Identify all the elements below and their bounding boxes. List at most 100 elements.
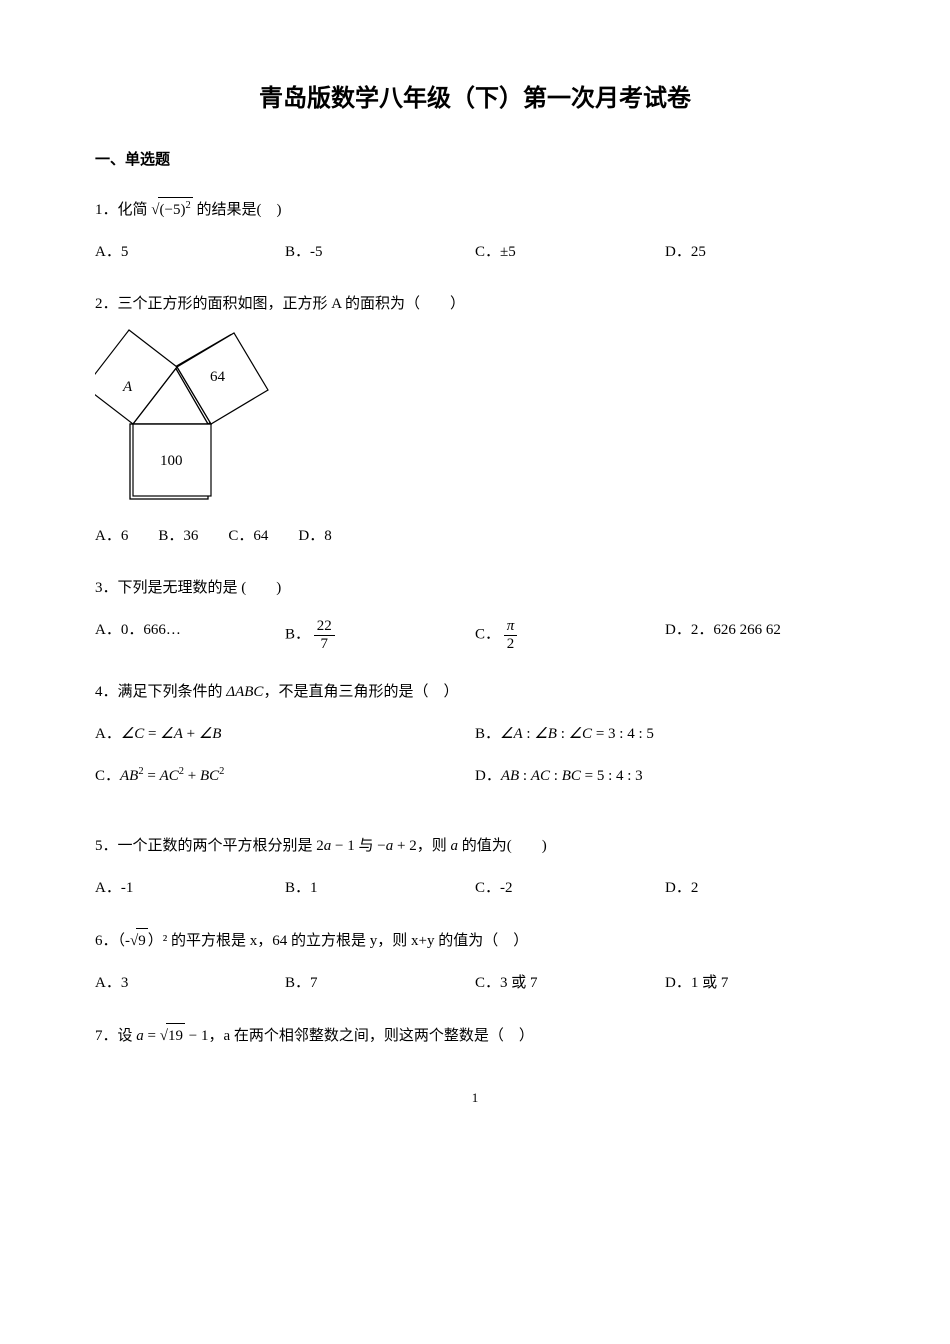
q7-stem: 7．设 a = 19 − 1，a 在两个相邻整数之间，则这两个整数是（ ） (95, 1023, 855, 1048)
question-3: 3．下列是无理数的是 ( ) A．0．666… B． 22 7 C． π 2 D… (95, 576, 855, 652)
lbl-100: 100 (160, 453, 183, 469)
q2-c-text: 64 (253, 528, 268, 544)
question-6: 6．（-9）² 的平方根是 x，64 的立方根是 y，则 x+y 的值为（ ） … (95, 928, 855, 995)
q2-opt-d: D．8 (298, 524, 331, 548)
q5-opt-a: A．-1 (95, 876, 285, 900)
q4-opt-d: D．AB : AC : BC = 5 : 4 : 3 (475, 764, 855, 788)
q1-opt-c: C．±5 (475, 240, 665, 264)
q1-c-text: ±5 (500, 244, 516, 260)
q1-options: A．5 B．-5 C．±5 D．25 (95, 240, 855, 264)
q3-opt-a: A．0．666… (95, 618, 285, 652)
q6-stem-suffix: ）² 的平方根是 x，64 的立方根是 y，则 x+y 的值为（ ） (148, 933, 528, 949)
q5-d-text: 2 (691, 880, 699, 896)
q7-stem-suffix: ，a 在两个相邻整数之间，则这两个整数是（ ） (208, 1028, 533, 1044)
q4-options: A．∠C = ∠A + ∠B B．∠A : ∠B : ∠C = 3 : 4 : … (95, 722, 855, 806)
q1-d-text: 25 (691, 244, 706, 260)
q6-num: 6 (95, 933, 103, 949)
q6-opt-d: D．1 或 7 (665, 971, 855, 995)
q3-stem: 3．下列是无理数的是 ( ) (95, 576, 855, 600)
exam-title: 青岛版数学八年级（下）第一次月考试卷 (95, 80, 855, 118)
section-1-header: 一、单选题 (95, 148, 855, 172)
q6-c-text: 3 或 7 (500, 975, 538, 991)
q5-num: 5 (95, 838, 103, 854)
q3-c-den: 2 (504, 635, 518, 653)
q6-opt-b: B．7 (285, 971, 475, 995)
q7-num: 7 (95, 1028, 103, 1044)
q4-stem-suffix: ，不是直角三角形的是（ ） (263, 684, 458, 700)
q2-opt-c: C．64 (228, 524, 268, 548)
q6-stem: 6．（-9）² 的平方根是 x，64 的立方根是 y，则 x+y 的值为（ ） (95, 928, 855, 953)
q5-c-text: -2 (500, 880, 513, 896)
q5-opt-d: D．2 (665, 876, 855, 900)
q1-b-text: -5 (310, 244, 323, 260)
q4-tri: ΔABC (226, 684, 263, 700)
q1-sqrt: (−5)2 (151, 197, 192, 222)
q3-b-frac: 22 7 (314, 618, 335, 652)
q2-d-text: 8 (324, 528, 332, 544)
q6-b-text: 7 (310, 975, 318, 991)
q7-rad: 19 (166, 1023, 185, 1048)
q2-opt-b: B．36 (158, 524, 198, 548)
q1-opt-a: A．5 (95, 240, 285, 264)
q1-num: 1 (95, 202, 103, 218)
q1-opt-d: D．25 (665, 240, 855, 264)
q5-options: A．-1 B．1 C．-2 D．2 (95, 876, 855, 900)
q1-opt-b: B．-5 (285, 240, 475, 264)
q3-opt-b: B． 22 7 (285, 618, 475, 652)
q3-c-frac: π 2 (504, 618, 518, 652)
q4-stem-prefix: 满足下列条件的 (118, 684, 227, 700)
q1-stem-suffix: 的结果是( ) (196, 202, 281, 218)
q5-b-text: 1 (310, 880, 318, 896)
q5-opt-c: C．-2 (475, 876, 665, 900)
question-7: 7．设 a = 19 − 1，a 在两个相邻整数之间，则这两个整数是（ ） (95, 1023, 855, 1048)
q5-opt-b: B．1 (285, 876, 475, 900)
q1-a-text: 5 (121, 244, 129, 260)
q6-opt-c: C．3 或 7 (475, 971, 665, 995)
q2-opt-a: A．6 (95, 524, 128, 548)
page-number: 1 (95, 1088, 855, 1109)
q4-num: 4 (95, 684, 103, 700)
q4-stem: 4．满足下列条件的 ΔABC，不是直角三角形的是（ ） (95, 680, 855, 704)
q2-figure-clean: 100 64 A (95, 329, 270, 504)
q3-num: 3 (95, 580, 103, 596)
q4-opt-c: C．AB2 = AC2 + BC2 (95, 764, 475, 788)
q6-sqrt: 9 (130, 928, 148, 953)
q2-stem: 2．三个正方形的面积如图，正方形 A 的面积为（ ） (95, 292, 855, 316)
q5-stem-prefix: 一个正数的两个平方根分别是 (118, 838, 313, 854)
q3-c-num: π (504, 618, 518, 635)
question-4: 4．满足下列条件的 ΔABC，不是直角三角形的是（ ） A．∠C = ∠A + … (95, 680, 855, 806)
q7-stem-prefix: 设 (118, 1028, 133, 1044)
q6-opt-a: A．3 (95, 971, 285, 995)
q2-figure: 100 64 100 6 (95, 334, 855, 504)
q2-b-text: 36 (183, 528, 198, 544)
q2-stem-text: 三个正方形的面积如图，正方形 A 的面积为（ ） (118, 296, 466, 312)
q1-stem: 1．化简 (−5)2 的结果是( ) (95, 197, 855, 222)
q6-a-text: 3 (121, 975, 129, 991)
q5-mid2: 与 (359, 838, 374, 854)
q3-stem-text: 下列是无理数的是 ( ) (118, 580, 282, 596)
q3-d-text: 2．626 266 62 (691, 622, 781, 638)
question-1: 1．化简 (−5)2 的结果是( ) A．5 B．-5 C．±5 D．25 (95, 197, 855, 264)
q4-opt-a: A．∠C = ∠A + ∠B (95, 722, 475, 746)
q6-stem-prefix: （- (118, 933, 131, 949)
q5-stem-suffix: ，则 a 的值为( ) (417, 838, 547, 854)
q1-stem-prefix: 化简 (118, 202, 148, 218)
q2-num: 2 (95, 296, 103, 312)
q2-a-text: 6 (121, 528, 129, 544)
lbl-A: A (122, 379, 133, 395)
q3-a-text: 0．666… (121, 622, 181, 638)
q2-options: A．6 B．36 C．64 D．8 (95, 524, 855, 548)
q3-opt-c: C． π 2 (475, 618, 665, 652)
question-2: 2．三个正方形的面积如图，正方形 A 的面积为（ ） 100 64 (95, 292, 855, 548)
q3-opt-d: D．2．626 266 62 (665, 618, 855, 652)
q5-stem: 5．一个正数的两个平方根分别是 2a − 1 与 −a + 2，则 a 的值为(… (95, 834, 855, 858)
q6-d-text: 1 或 7 (691, 975, 729, 991)
q3-b-num: 22 (314, 618, 335, 635)
q6-options: A．3 B．7 C．3 或 7 D．1 或 7 (95, 971, 855, 995)
q6-rad: 9 (136, 928, 148, 953)
q3-b-den: 7 (314, 635, 335, 653)
q4-opt-b: B．∠A : ∠B : ∠C = 3 : 4 : 5 (475, 722, 855, 746)
q5-a-text: -1 (121, 880, 134, 896)
lbl-64: 64 (210, 369, 226, 385)
question-5: 5．一个正数的两个平方根分别是 2a − 1 与 −a + 2，则 a 的值为(… (95, 834, 855, 900)
